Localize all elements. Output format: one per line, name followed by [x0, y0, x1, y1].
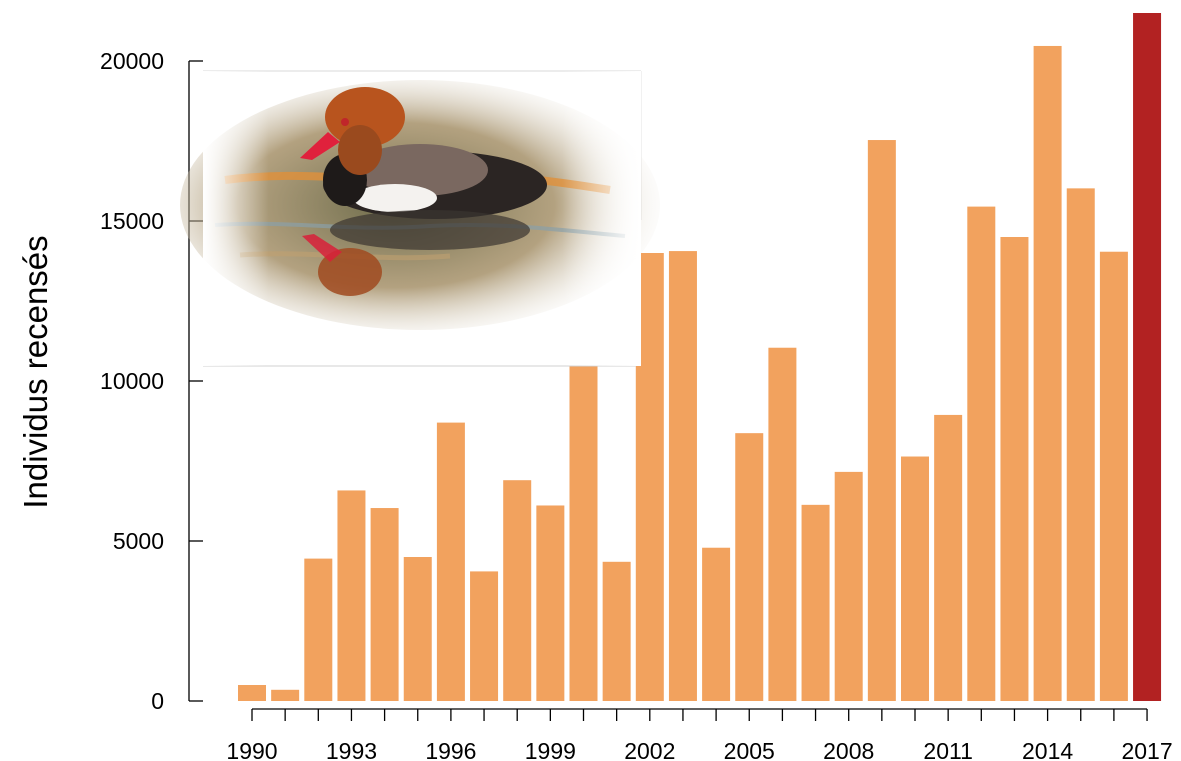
y-tick-label-10000: 10000 — [100, 368, 164, 394]
bar-2014 — [1033, 45, 1062, 701]
y-axis-label: Individus recensés — [17, 235, 54, 508]
bar-2001 — [602, 561, 631, 701]
bar-2003 — [668, 251, 697, 701]
x-tick-label-1990: 1990 — [226, 738, 277, 761]
x-tick-label-1999: 1999 — [525, 738, 576, 761]
bar-1994 — [370, 508, 399, 701]
bars — [238, 13, 1162, 702]
bar-1999 — [536, 505, 565, 701]
y-tick-label-20000: 20000 — [100, 48, 164, 74]
bar-1996 — [436, 422, 465, 701]
bar-2015 — [1066, 188, 1095, 702]
x-tick-label-2011: 2011 — [923, 738, 972, 761]
bar-2011 — [934, 414, 963, 701]
bar-1992 — [304, 558, 333, 701]
x-tick-label-1993: 1993 — [326, 738, 377, 761]
bar-2008 — [834, 471, 863, 701]
duck-photo-inset — [180, 70, 660, 367]
x-tick-label-2014: 2014 — [1022, 738, 1073, 761]
bar-1993 — [337, 490, 366, 701]
bar-2005 — [735, 433, 764, 701]
x-tick-label-2005: 2005 — [724, 738, 775, 761]
x-axis: 1990 1993 1996 1999 2002 2005 2008 2011 2014 2017 — [226, 708, 1173, 761]
x-tick-label-2002: 2002 — [624, 738, 675, 761]
x-tick-label-2008: 2008 — [823, 738, 874, 761]
y-tick-label-15000: 15000 — [100, 208, 164, 234]
bar-2009 — [867, 140, 896, 702]
bar-1991 — [271, 689, 300, 701]
bar-2004 — [702, 547, 731, 701]
x-tick-label-1996: 1996 — [425, 738, 476, 761]
bar-1998 — [503, 480, 532, 701]
bar-2016 — [1099, 251, 1128, 701]
y-tick-label-0: 0 — [151, 688, 164, 714]
bar-2017 — [1133, 13, 1162, 701]
bar-2006 — [768, 347, 797, 701]
y-tick-label-5000: 5000 — [113, 528, 164, 554]
bar-1997 — [470, 571, 499, 701]
bar-2010 — [901, 456, 929, 701]
x-tick-label-2017: 2017 — [1121, 738, 1172, 761]
bar-1995 — [403, 557, 432, 701]
bar-2012 — [967, 206, 996, 701]
bar-1990 — [238, 685, 266, 701]
y-axis: 0 5000 10000 15000 20000 — [100, 48, 203, 714]
bar-2013 — [1000, 237, 1029, 701]
bar-2007 — [801, 504, 830, 701]
